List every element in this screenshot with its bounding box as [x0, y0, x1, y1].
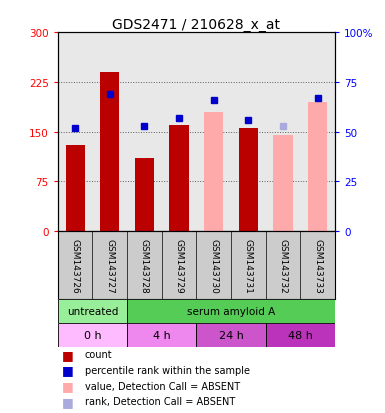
Bar: [135, 159, 154, 232]
Title: GDS2471 / 210628_x_at: GDS2471 / 210628_x_at: [112, 18, 280, 32]
Text: ■: ■: [62, 363, 74, 377]
Bar: [273, 135, 293, 232]
Text: rank, Detection Call = ABSENT: rank, Detection Call = ABSENT: [85, 396, 235, 406]
Bar: [266, 323, 335, 347]
Bar: [100, 73, 119, 232]
Bar: [127, 300, 335, 323]
Text: ■: ■: [62, 395, 74, 408]
Bar: [58, 300, 127, 323]
Bar: [58, 323, 127, 347]
Text: ■: ■: [62, 379, 74, 392]
Text: 0 h: 0 h: [84, 330, 101, 340]
Bar: [169, 126, 189, 232]
Bar: [127, 323, 196, 347]
Bar: [239, 129, 258, 232]
Text: ■: ■: [62, 348, 74, 361]
Text: serum amyloid A: serum amyloid A: [187, 306, 275, 316]
Bar: [204, 112, 223, 232]
Text: GSM143726: GSM143726: [70, 238, 80, 293]
Bar: [308, 102, 327, 232]
Text: GSM143732: GSM143732: [278, 238, 288, 293]
Text: percentile rank within the sample: percentile rank within the sample: [85, 365, 250, 375]
Text: 4 h: 4 h: [153, 330, 171, 340]
Text: GSM143731: GSM143731: [244, 238, 253, 293]
Text: untreated: untreated: [67, 306, 118, 316]
Text: 24 h: 24 h: [219, 330, 243, 340]
Bar: [65, 145, 85, 232]
Text: 48 h: 48 h: [288, 330, 313, 340]
Text: GSM143729: GSM143729: [174, 238, 184, 293]
Text: GSM143727: GSM143727: [105, 238, 114, 293]
Text: count: count: [85, 350, 112, 360]
Text: GSM143730: GSM143730: [209, 238, 218, 293]
Bar: [196, 323, 266, 347]
Text: GSM143728: GSM143728: [140, 238, 149, 293]
Text: value, Detection Call = ABSENT: value, Detection Call = ABSENT: [85, 381, 240, 391]
Text: GSM143733: GSM143733: [313, 238, 322, 293]
